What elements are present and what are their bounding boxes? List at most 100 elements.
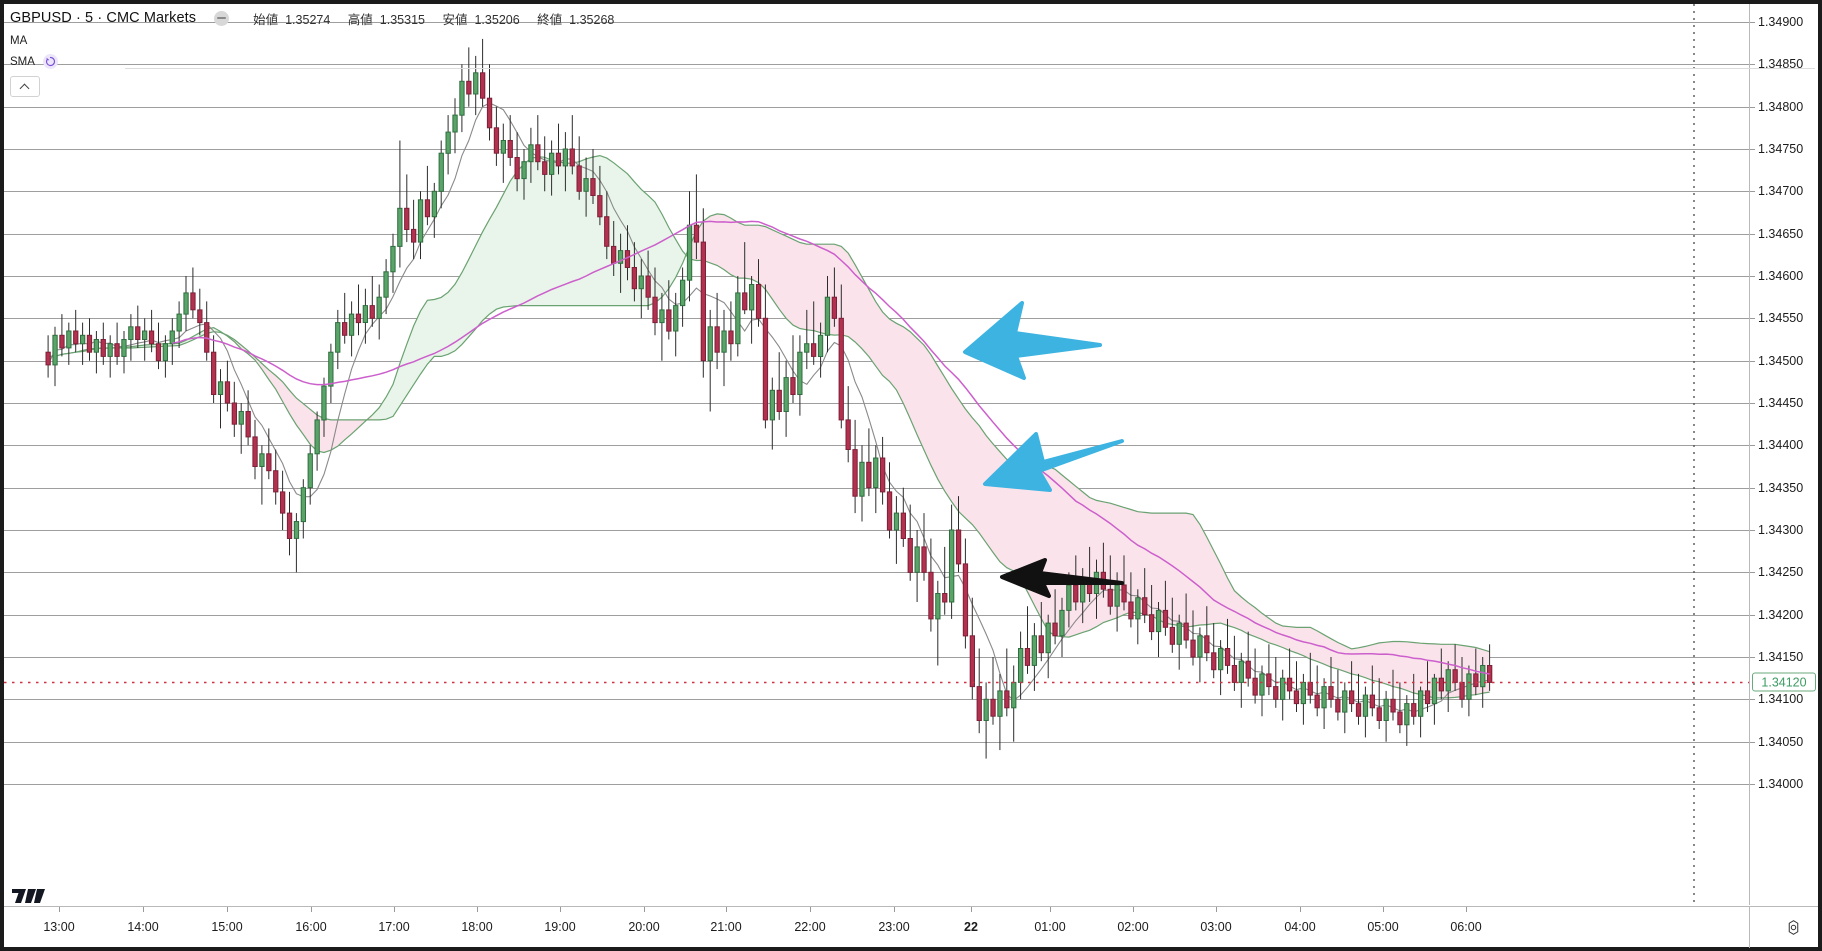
candle xyxy=(1038,635,1044,654)
candle xyxy=(659,309,665,324)
time-tick xyxy=(1216,907,1217,912)
candle xyxy=(1293,690,1300,705)
time-axis-label: 01:00 xyxy=(1034,920,1066,934)
candle xyxy=(983,698,989,721)
candle xyxy=(1121,584,1127,603)
ohlc-close: 終値 1.35268 xyxy=(537,12,615,27)
candle xyxy=(1245,660,1251,679)
price-tick xyxy=(1750,657,1755,658)
clock-settings-icon[interactable] xyxy=(1784,918,1803,937)
candle xyxy=(583,178,589,192)
eye-toggle-icon[interactable] xyxy=(214,10,230,26)
time-tick xyxy=(644,907,645,912)
candle xyxy=(197,309,203,324)
candle xyxy=(500,140,507,154)
candle xyxy=(652,296,658,324)
window-frame-right xyxy=(1818,0,1822,951)
candle xyxy=(1114,584,1120,607)
candle xyxy=(1397,711,1403,726)
candle xyxy=(1473,673,1479,688)
candle xyxy=(1107,588,1113,607)
price-axis-label: 1.34600 xyxy=(1758,269,1804,283)
candle xyxy=(362,305,369,324)
candle xyxy=(1466,673,1472,700)
price-tick xyxy=(1750,741,1755,743)
price-axis[interactable]: 1.34900 1.34850 1.34800 1.34750 1.34700 1.346… xyxy=(1749,4,1818,905)
candle xyxy=(1280,677,1286,700)
candle xyxy=(1252,677,1258,696)
candle xyxy=(259,453,265,467)
candle xyxy=(1362,694,1369,717)
candle xyxy=(928,571,934,620)
candle xyxy=(190,292,196,311)
ichimoku-cloud xyxy=(48,154,1490,699)
time-tick xyxy=(1133,907,1134,912)
price-axis-label: 1.34150 xyxy=(1758,650,1804,664)
time-axis-label: 23:00 xyxy=(878,920,910,934)
candle xyxy=(742,292,748,311)
time-axis[interactable]: 13:00 14:00 15:00 16:00 17:00 18:00 19:00 20:00… xyxy=(4,906,1818,948)
candle xyxy=(990,698,996,717)
candle xyxy=(52,334,58,366)
price-axis-label: 1.34850 xyxy=(1758,57,1804,72)
price-axis-label: 1.34250 xyxy=(1758,565,1804,580)
chart-plot-area[interactable] xyxy=(4,4,1749,905)
candle xyxy=(293,521,300,539)
price-tick xyxy=(1750,530,1755,531)
refresh-icon[interactable] xyxy=(42,54,58,69)
window-frame-top xyxy=(0,0,1822,4)
chevron-up-icon xyxy=(21,82,30,91)
candle xyxy=(155,343,162,362)
symbol-title[interactable]: GBPUSD · 5 · CMC Markets xyxy=(10,10,197,26)
candlesticks xyxy=(45,38,1493,759)
candle xyxy=(673,305,679,332)
candle xyxy=(783,377,789,413)
candle xyxy=(831,296,838,319)
price-tick xyxy=(1750,360,1755,362)
candle xyxy=(1335,698,1341,713)
indicator-sma-row[interactable]: SMA xyxy=(10,54,628,69)
candle xyxy=(1383,698,1389,721)
candle xyxy=(355,313,362,324)
candle xyxy=(438,152,444,192)
candle xyxy=(466,80,472,95)
price-axis-label: 1.34350 xyxy=(1758,480,1804,495)
candle xyxy=(1404,703,1410,726)
time-axis-label: 22:00 xyxy=(794,920,826,934)
price-tick xyxy=(1750,403,1755,404)
candle xyxy=(1307,681,1313,696)
candle xyxy=(273,470,279,493)
candle xyxy=(431,190,438,218)
time-tick xyxy=(311,907,312,912)
candle xyxy=(693,224,700,243)
candle xyxy=(1286,677,1293,692)
price-tick xyxy=(1750,445,1755,447)
candle xyxy=(680,279,686,307)
candle xyxy=(1224,648,1231,666)
time-axis-label: 17:00 xyxy=(378,920,410,934)
candle xyxy=(493,127,500,154)
candle xyxy=(549,152,555,175)
candle xyxy=(183,292,189,315)
candle xyxy=(528,144,534,163)
candle xyxy=(942,593,948,603)
candle xyxy=(962,563,969,637)
candle xyxy=(1342,690,1348,713)
current-price-badge[interactable]: 1.34120 xyxy=(1752,672,1816,692)
candle xyxy=(852,449,858,497)
indicator-sma-label: SMA xyxy=(10,55,35,68)
candle xyxy=(217,381,224,395)
candle xyxy=(390,245,396,273)
candle xyxy=(1390,698,1396,713)
tradingview-logo[interactable] xyxy=(12,886,48,906)
candle xyxy=(93,339,99,353)
candle xyxy=(514,157,520,180)
legend-collapse-button[interactable] xyxy=(10,76,40,97)
candle xyxy=(286,512,293,540)
candle xyxy=(997,690,1003,717)
candle xyxy=(1369,694,1375,709)
candle xyxy=(1218,648,1224,671)
candle xyxy=(376,296,382,319)
candle xyxy=(1052,622,1058,637)
price-axis-label: 1.34900 xyxy=(1758,15,1804,29)
